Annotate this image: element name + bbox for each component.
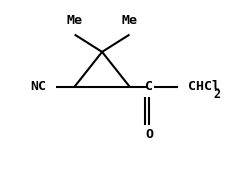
Text: 2: 2 bbox=[213, 88, 220, 101]
Text: O: O bbox=[145, 128, 153, 142]
Text: Me: Me bbox=[67, 14, 83, 27]
Text: Me: Me bbox=[122, 14, 137, 27]
Text: C: C bbox=[145, 80, 153, 93]
Text: CHCl: CHCl bbox=[188, 80, 220, 93]
Text: NC: NC bbox=[31, 80, 47, 93]
